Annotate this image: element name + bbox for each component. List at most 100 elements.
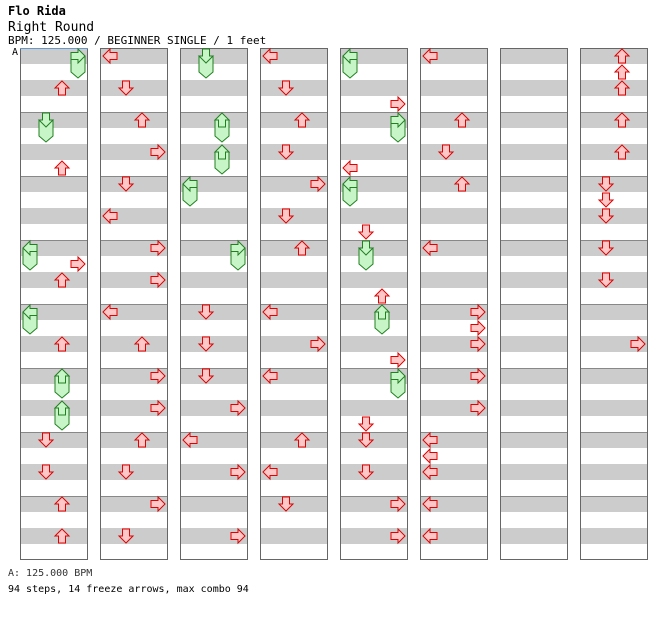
- chart-column: [100, 48, 168, 560]
- chart-column: [260, 48, 328, 560]
- tap-arrow: [133, 336, 151, 352]
- tap-arrow: [390, 495, 406, 513]
- freeze-arrow: [357, 240, 375, 271]
- tap-arrow: [150, 239, 166, 257]
- tap-arrow: [453, 176, 471, 192]
- freeze-arrow: [213, 144, 231, 175]
- tap-arrow: [53, 496, 71, 512]
- tap-arrow: [470, 319, 486, 337]
- tap-arrow: [277, 144, 295, 160]
- tap-arrow: [422, 447, 438, 465]
- chart-column: [340, 48, 408, 560]
- song-artist: Flo Rida: [8, 4, 66, 18]
- chart-column: [420, 48, 488, 560]
- tap-arrow: [597, 240, 615, 256]
- tap-arrow: [53, 160, 71, 176]
- tap-arrow: [230, 527, 246, 545]
- freeze-arrow: [373, 304, 391, 335]
- tap-arrow: [117, 528, 135, 544]
- tap-arrow: [133, 112, 151, 128]
- tap-arrow: [470, 367, 486, 385]
- tap-arrow: [470, 303, 486, 321]
- tap-arrow: [117, 176, 135, 192]
- tap-arrow: [597, 192, 615, 208]
- tap-arrow: [182, 431, 198, 449]
- chart-column: [500, 48, 568, 560]
- freeze-arrow: [230, 239, 246, 271]
- tap-arrow: [357, 416, 375, 432]
- chart-stats: 94 steps, 14 freeze arrows, max combo 94: [8, 584, 249, 595]
- tap-arrow: [597, 208, 615, 224]
- tap-arrow: [102, 47, 118, 65]
- tap-arrow: [102, 207, 118, 225]
- tap-arrow: [470, 399, 486, 417]
- freeze-arrow: [70, 47, 86, 79]
- freeze-arrow: [37, 112, 55, 143]
- freeze-arrow: [342, 175, 358, 207]
- tap-arrow: [150, 271, 166, 289]
- tap-arrow: [293, 112, 311, 128]
- tap-arrow: [310, 175, 326, 193]
- tap-arrow: [262, 303, 278, 321]
- tap-arrow: [357, 432, 375, 448]
- tap-arrow: [422, 463, 438, 481]
- tap-arrow: [310, 335, 326, 353]
- tap-arrow: [150, 495, 166, 513]
- tap-arrow: [133, 432, 151, 448]
- tap-arrow: [70, 255, 86, 273]
- bpm-marker-label: A: [12, 47, 19, 58]
- tap-arrow: [102, 303, 118, 321]
- tap-arrow: [613, 64, 631, 80]
- tap-arrow: [150, 399, 166, 417]
- tap-arrow: [197, 368, 215, 384]
- freeze-arrow: [53, 400, 71, 431]
- tap-arrow: [53, 80, 71, 96]
- tap-arrow: [37, 432, 55, 448]
- tap-arrow: [342, 159, 358, 177]
- tap-arrow: [117, 80, 135, 96]
- freeze-arrow: [53, 368, 71, 399]
- tap-arrow: [53, 336, 71, 352]
- freeze-arrow: [390, 111, 406, 143]
- tap-arrow: [453, 112, 471, 128]
- tap-arrow: [422, 239, 438, 257]
- tap-arrow: [150, 367, 166, 385]
- chart-info: BPM: 125.000 / BEGINNER SINGLE / 1 feet: [8, 34, 267, 47]
- tap-arrow: [613, 144, 631, 160]
- tap-arrow: [150, 143, 166, 161]
- tap-arrow: [470, 335, 486, 353]
- tap-arrow: [197, 336, 215, 352]
- song-title: Right Round: [8, 20, 95, 35]
- tap-arrow: [357, 224, 375, 240]
- tap-arrow: [37, 464, 55, 480]
- chart-column: [180, 48, 248, 560]
- tap-arrow: [437, 144, 455, 160]
- tap-arrow: [277, 496, 295, 512]
- tap-arrow: [613, 112, 631, 128]
- tap-arrow: [390, 95, 406, 113]
- tap-arrow: [422, 495, 438, 513]
- chart-column: [580, 48, 648, 560]
- tap-arrow: [630, 335, 646, 353]
- tap-arrow: [390, 527, 406, 545]
- tap-arrow: [597, 176, 615, 192]
- tap-arrow: [230, 463, 246, 481]
- freeze-arrow: [22, 303, 38, 335]
- tap-arrow: [422, 47, 438, 65]
- freeze-arrow: [390, 367, 406, 399]
- tap-arrow: [373, 288, 391, 304]
- freeze-arrow: [197, 48, 215, 79]
- tap-arrow: [53, 528, 71, 544]
- tap-arrow: [422, 527, 438, 545]
- tap-arrow: [613, 48, 631, 64]
- tap-arrow: [613, 80, 631, 96]
- tap-arrow: [53, 272, 71, 288]
- tap-arrow: [262, 463, 278, 481]
- tap-arrow: [422, 431, 438, 449]
- freeze-arrow: [342, 47, 358, 79]
- tap-arrow: [262, 367, 278, 385]
- tap-arrow: [230, 399, 246, 417]
- bpm-legend: A: 125.000 BPM: [8, 568, 93, 579]
- tap-arrow: [293, 432, 311, 448]
